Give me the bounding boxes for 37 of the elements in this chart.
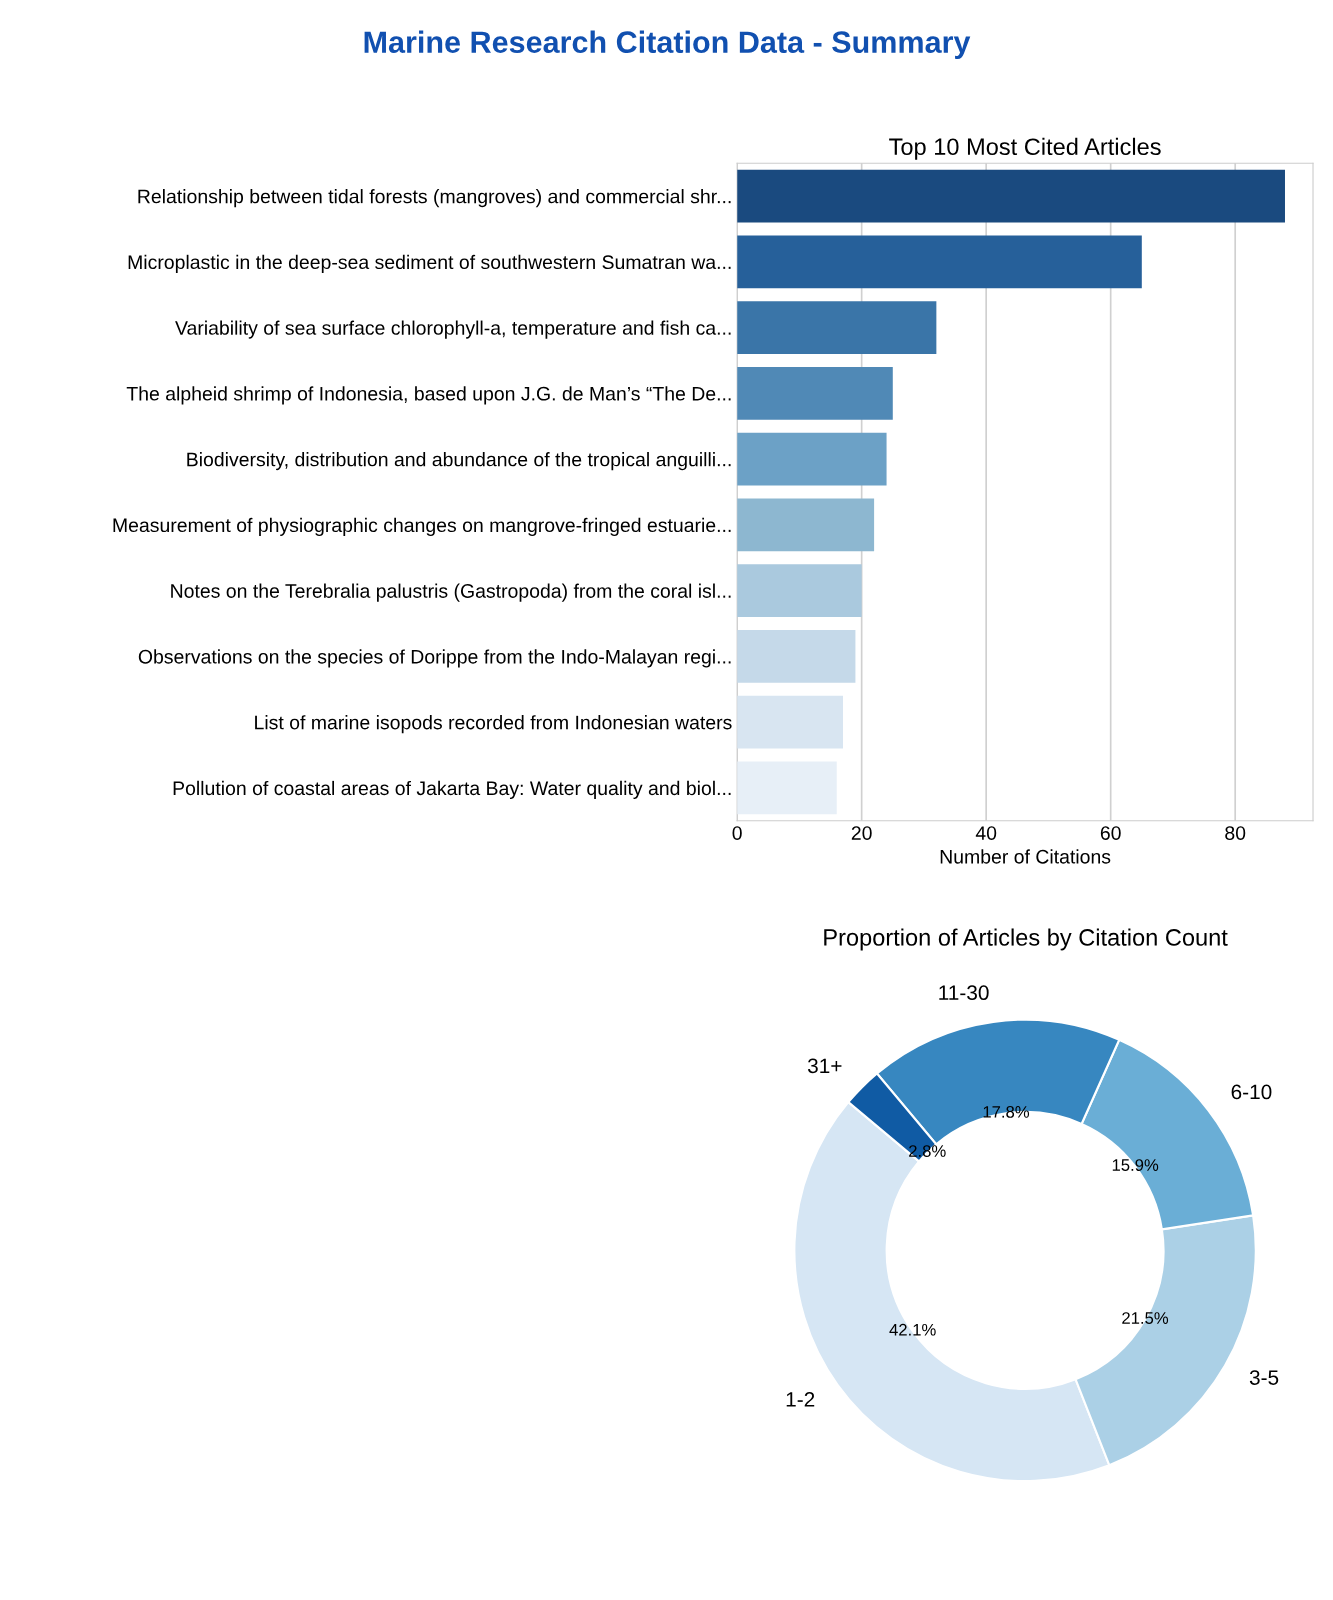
bar [737, 367, 893, 420]
y-tick-label: Biodiversity, distribution and abundance of the tropical anguilli... [187, 452, 731, 471]
data-label: 15.9% [1112, 1159, 1159, 1171]
data-label: 21.5% [1122, 1312, 1169, 1324]
x-tick-label: 0 [732, 826, 742, 840]
bar [737, 695, 843, 749]
y-tick-label: Measurement of physiographic changes on mangrove-fringed estuarie... [113, 517, 731, 536]
bar [737, 301, 937, 354]
data-label: 42.1% [889, 1323, 936, 1336]
bar [737, 432, 887, 486]
slice-label: 31+ [807, 1058, 842, 1074]
text: Marine Research Citation Data - Summary [364, 30, 971, 60]
x-axis-title: Number of Citations [940, 849, 1111, 864]
bar [737, 761, 837, 815]
bar [737, 498, 875, 552]
y-tick-label: Microplastic in the deep-sea sediment of southwestern Sumatran wa... [128, 254, 731, 273]
y-tick-label: Observations on the species of Dorippe from the Indo-Malayan regi... [138, 649, 731, 668]
y-tick-label: List of marine isopods recorded from Indonesian waters [255, 715, 732, 734]
y-tick-label: The alpheid shrimp of Indonesia, based upon J.G. de Man’s “The De... [126, 386, 731, 405]
slice-label: 11-30 [939, 985, 989, 1001]
y-tick-label: Pollution of coastal areas of Jakarta Bay: Water quality and biol... [173, 780, 731, 799]
y-tick-label: Notes on the Terebralia palustris (Gastropoda) from the coral isl... [171, 583, 731, 602]
x-tick-label: 20 [851, 826, 872, 840]
x-tick-label: 60 [1100, 826, 1121, 840]
bar [737, 630, 856, 683]
chart-title: Top 10 Most Cited Articles [889, 137, 1161, 160]
bar [737, 564, 862, 617]
slice-label: 3-5 [1249, 1370, 1279, 1385]
x-tick-label: 80 [1225, 826, 1246, 840]
x-tick-label: 40 [975, 826, 997, 840]
bar [737, 169, 1285, 223]
chart-title: Proportion of Articles by Citation Count [824, 928, 1228, 951]
slice-label: 6-10 [1231, 1084, 1272, 1100]
slice-label: 1-2 [786, 1392, 815, 1407]
y-tick-label: Relationship between tidal forests (mangroves) and commercial shr... [138, 189, 731, 208]
bar [737, 235, 1142, 289]
y-tick-label: Variability of sea surface chlorophyll-a, temperature and fish ca... [175, 320, 731, 339]
